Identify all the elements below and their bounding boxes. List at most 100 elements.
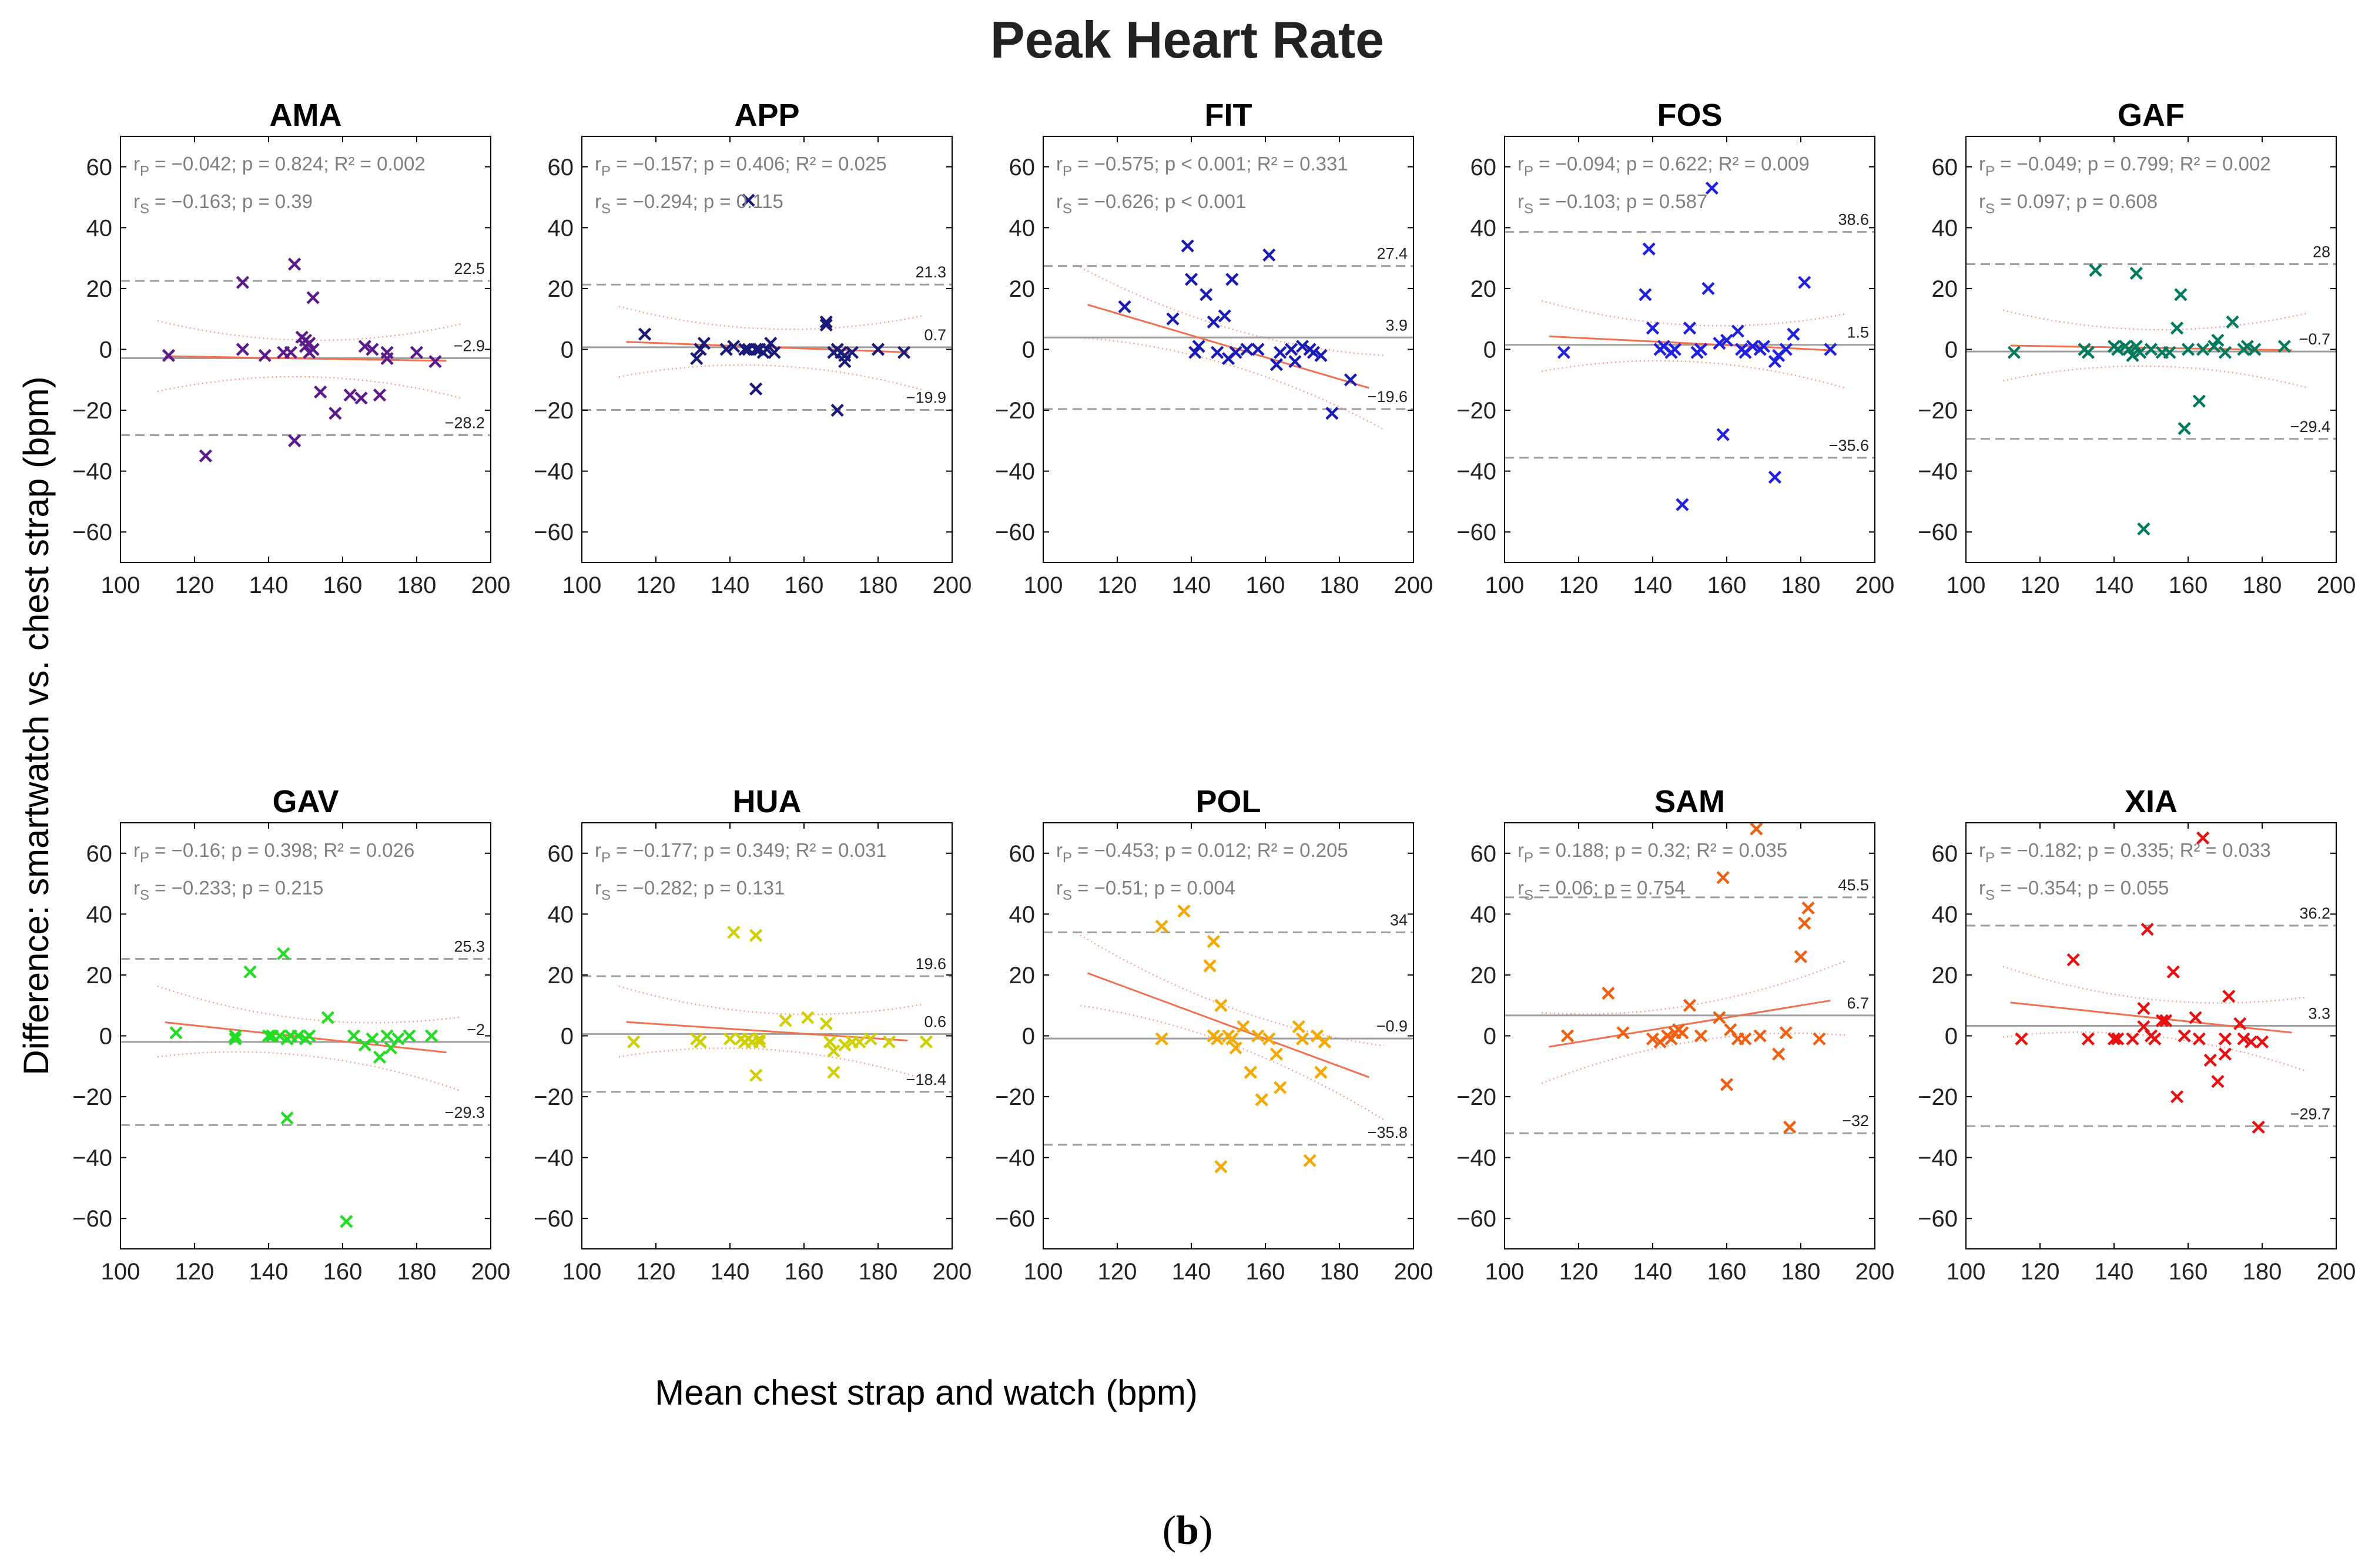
panel-title: SAM: [1654, 784, 1725, 819]
data-point: [2129, 340, 2143, 353]
data-point: [2196, 343, 2210, 356]
data-point-stroke-b: [1292, 1020, 1305, 1034]
data-point-stroke-b: [1255, 1093, 1268, 1107]
data-point: [823, 1035, 837, 1048]
data-point: [1155, 1032, 1168, 1046]
pearson-stats-text: rP = −0.094; p = 0.622; R² = 0.009: [1518, 153, 1810, 179]
y-tick-label: 20: [548, 963, 574, 989]
y-tick-label: −20: [1456, 398, 1496, 424]
x-tick-label: 100: [1024, 572, 1063, 598]
data-point-stroke-b: [273, 1029, 286, 1043]
data-point-stroke-b: [1218, 309, 1231, 323]
data-point: [1288, 355, 1302, 368]
x-tick-label: 140: [1633, 1259, 1673, 1285]
data-point-stroke-b: [1274, 1081, 1287, 1094]
data-point-stroke-b: [403, 1029, 416, 1043]
data-point: [749, 1068, 763, 1082]
data-point: [1694, 343, 1707, 356]
data-point: [1251, 343, 1265, 356]
data-point: [2107, 1032, 2121, 1046]
data-point: [2126, 349, 2139, 362]
x-tick-label: 200: [2317, 1259, 2356, 1285]
data-point: [853, 1035, 866, 1048]
data-point-stroke-b: [229, 1032, 242, 1046]
mean-bias-label: −2: [467, 1021, 485, 1038]
plot-area: [120, 257, 491, 463]
data-point-stroke-b: [1639, 288, 1652, 301]
data-point: [1683, 321, 1697, 335]
y-tick-label: 0: [1022, 1024, 1035, 1050]
upper-loa-label: 21.3: [915, 263, 946, 281]
y-tick-label: −40: [534, 1145, 574, 1171]
data-point: [638, 327, 652, 341]
panel-title: POL: [1195, 784, 1261, 819]
data-point-stroke-b: [2203, 1053, 2217, 1067]
data-point-stroke-b: [742, 193, 755, 207]
data-point-stroke-b: [2248, 343, 2262, 356]
y-tick-label: 20: [1009, 276, 1036, 302]
data-point: [768, 346, 781, 359]
data-point: [288, 434, 302, 447]
x-tick-label: 160: [785, 572, 824, 598]
x-tick-label: 140: [2095, 572, 2134, 598]
y-tick-label: 40: [1932, 902, 1958, 927]
data-point-stroke-b: [1314, 349, 1328, 362]
x-tick-label: 200: [1855, 1259, 1895, 1285]
data-point: [273, 1029, 286, 1043]
caption-open-paren: (: [1162, 1508, 1177, 1553]
y-tick-label: −60: [1456, 1206, 1496, 1232]
data-point: [2126, 1032, 2139, 1046]
y-tick-label: 20: [1932, 276, 1958, 302]
data-point: [727, 926, 741, 939]
y-tick-label: −20: [534, 398, 574, 424]
data-point: [1177, 904, 1191, 918]
data-point-stroke-b: [303, 1029, 316, 1043]
data-point: [697, 337, 711, 350]
y-tick-label: 0: [99, 1024, 112, 1050]
data-point: [1203, 959, 1217, 973]
caption-letter: b: [1176, 1508, 1199, 1553]
ci-lower-line: [618, 1047, 923, 1080]
y-tick-label: −60: [995, 520, 1035, 545]
data-point-stroke-b: [2207, 340, 2221, 353]
data-point-stroke-b: [1646, 1032, 1660, 1046]
data-point-stroke-b: [768, 346, 781, 359]
mean-bias-label: 3.9: [1385, 316, 1408, 334]
ci-upper-line: [1541, 300, 1845, 327]
x-tick-label: 120: [175, 1259, 215, 1285]
data-point: [1705, 181, 1719, 195]
data-point-stroke-b: [779, 1014, 792, 1027]
data-point-stroke-b: [1683, 321, 1697, 335]
chart-panel-ama: AMA 22.5 −2.9 −28.2 rP = −0.042; p = 0.824; …: [72, 98, 510, 598]
data-point-stroke-b: [1269, 1047, 1283, 1061]
y-tick-label: −40: [995, 459, 1035, 485]
ci-upper-line: [618, 306, 923, 330]
data-point: [2222, 990, 2236, 1003]
x-tick-label: 160: [2169, 572, 2208, 598]
data-point: [428, 355, 442, 368]
data-point-stroke-b: [1724, 1023, 1737, 1037]
data-point-stroke-b: [2178, 422, 2191, 435]
y-tick-label: 60: [548, 841, 574, 867]
data-point-stroke-b: [1731, 324, 1744, 338]
spearman-stats-text: rS = 0.06; p = 0.754: [1518, 877, 1686, 903]
data-point: [1292, 1020, 1305, 1034]
pearson-stats-text: rP = −0.157; p = 0.406; R² = 0.025: [595, 153, 887, 179]
data-point-stroke-b: [1801, 901, 1815, 915]
x-tick-label: 140: [1633, 572, 1673, 598]
regression-line: [2010, 1001, 2292, 1034]
data-point-stroke-b: [2007, 346, 2021, 359]
y-tick-label: 20: [86, 276, 113, 302]
x-tick-label: 160: [1246, 572, 1285, 598]
data-point: [1642, 242, 1656, 256]
x-tick-label: 120: [637, 572, 676, 598]
data-point-stroke-b: [1557, 346, 1570, 359]
x-tick-label: 160: [323, 1259, 363, 1285]
data-point: [1314, 1066, 1328, 1079]
data-point: [1738, 1032, 1752, 1046]
chart-panel-fit: FIT 27.4 3.9 −19.6 rP = −0.575; p < 0.001; R…: [995, 98, 1433, 598]
data-point: [1207, 934, 1220, 949]
data-point: [2122, 343, 2136, 356]
data-point: [229, 1032, 242, 1046]
data-point: [1229, 346, 1242, 359]
